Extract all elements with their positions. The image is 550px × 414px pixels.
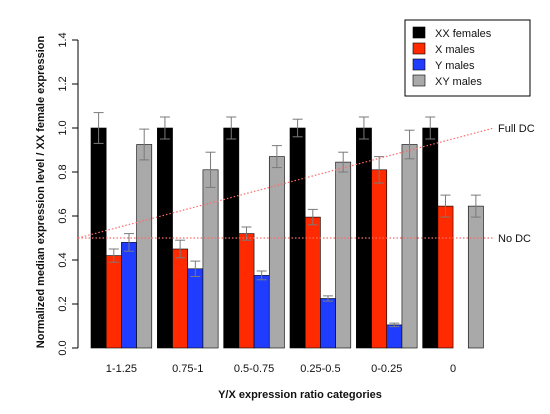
y-tick-label: 0.4 xyxy=(57,252,69,267)
legend-swatch xyxy=(412,26,426,39)
x-tick-label: 0-0.25 xyxy=(371,363,402,375)
bar xyxy=(386,324,403,349)
x-tick-label: 0.75-1 xyxy=(172,363,203,375)
legend-label: XY males xyxy=(435,76,482,88)
bar xyxy=(238,233,255,349)
bar xyxy=(136,144,153,349)
bar xyxy=(187,268,204,349)
bar xyxy=(371,169,388,349)
bars-group xyxy=(90,112,484,349)
y-tick-label: 0.0 xyxy=(57,340,69,355)
reference-line-label: No DC xyxy=(498,233,531,245)
legend-box xyxy=(404,19,531,97)
y-tick-label: 1.4 xyxy=(57,32,69,47)
bar xyxy=(172,248,189,349)
bar xyxy=(467,205,484,349)
reference-lines-group: Full DC No DC xyxy=(77,123,535,245)
bar xyxy=(320,298,336,349)
legend-label: Y males xyxy=(435,60,475,72)
legend-label: XX females xyxy=(435,28,492,40)
bar xyxy=(121,242,137,349)
y-axis-title: Normalized median expression level / XX … xyxy=(35,36,47,349)
x-tick-label: 0.25-0.5 xyxy=(300,363,340,375)
y-tick-label: 0.8 xyxy=(57,164,69,179)
bar xyxy=(268,156,285,349)
legend-swatch xyxy=(412,74,426,87)
x-tick-label: 1-1.25 xyxy=(106,363,137,375)
legend-swatch xyxy=(412,58,426,71)
y-tick-label: 1.0 xyxy=(57,120,69,135)
legend: XX females X males Y males XY males xyxy=(404,19,531,97)
bar xyxy=(437,205,454,349)
bar xyxy=(105,255,122,349)
legend-label: X males xyxy=(435,44,475,56)
y-tick-label: 0.6 xyxy=(57,208,69,223)
bar xyxy=(202,169,219,349)
bar xyxy=(335,161,352,349)
bar xyxy=(401,144,418,349)
legend-swatch xyxy=(412,42,426,55)
reference-line-label: Full DC xyxy=(498,123,535,135)
x-axis-title: Y/X expression ratio categories xyxy=(218,389,382,401)
y-tick-label: 1.2 xyxy=(57,76,69,91)
y-tick-label: 0.2 xyxy=(57,296,69,311)
bar xyxy=(304,216,321,349)
bar xyxy=(253,275,270,349)
x-tick-label: 0 xyxy=(450,363,456,375)
x-tick-label: 0.5-0.75 xyxy=(234,363,274,375)
axes-group: 0.0 0.2 0.4 0.6 0.8 1.0 1.2 1.4 1-1.25 0.75-1 0.5-… xyxy=(57,32,456,375)
